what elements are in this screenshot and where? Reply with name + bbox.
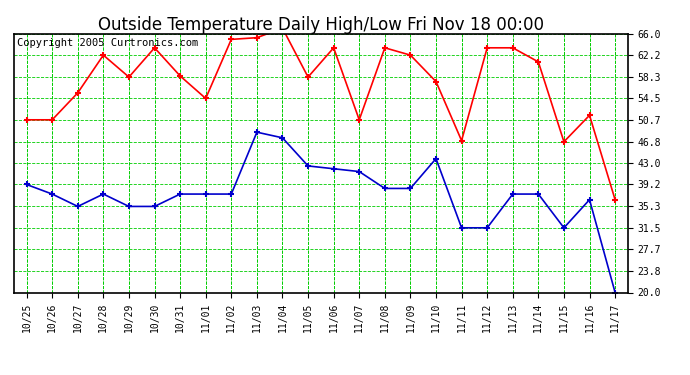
Title: Outside Temperature Daily High/Low Fri Nov 18 00:00: Outside Temperature Daily High/Low Fri N… xyxy=(98,16,544,34)
Text: Copyright 2005 Curtronics.com: Copyright 2005 Curtronics.com xyxy=(17,38,198,48)
